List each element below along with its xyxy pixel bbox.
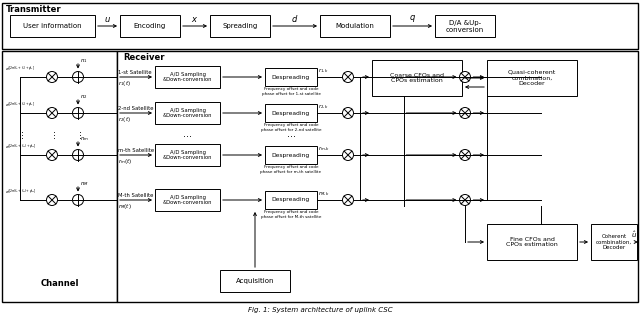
Text: Frequency offset and code
phase offset for M-th satellite: Frequency offset and code phase offset f… [261,210,321,219]
Text: Despreading: Despreading [272,110,310,116]
Text: User information: User information [23,23,82,29]
Text: A/D Sampling
&Down-conversion: A/D Sampling &Down-conversion [163,108,212,118]
Text: $r_m(t)$: $r_m(t)$ [118,157,132,166]
Bar [320,15,390,37]
Text: A/D Sampling
&Down-conversion: A/D Sampling &Down-conversion [163,72,212,82]
Text: $x$: $x$ [191,15,198,24]
Text: Transmitter: Transmitter [6,5,61,14]
Text: $r_1(t)$: $r_1(t)$ [118,79,131,88]
Text: Fig. 1: System architecture of uplink CSC: Fig. 1: System architecture of uplink CS… [248,307,392,313]
Circle shape [72,108,83,118]
Text: $q$: $q$ [409,13,416,24]
Bar [487,60,577,96]
Text: $e^{j[2\pi(f_0+f_1)+\phi_1]}$: $e^{j[2\pi(f_0+f_1)+\phi_1]}$ [5,65,35,74]
Text: Frequency offset and code
phase offset for 2-nd satellite: Frequency offset and code phase offset f… [260,123,321,132]
Bar [265,104,317,122]
Text: D/A &Up-
conversion: D/A &Up- conversion [446,20,484,33]
Circle shape [342,71,353,83]
Text: ...: ... [183,129,192,139]
Text: Frequency offset and code
phase offset for m-th satellite: Frequency offset and code phase offset f… [260,165,321,173]
Text: m-th Satellite: m-th Satellite [118,148,154,153]
Bar [210,15,270,37]
Text: $r_2(t)$: $r_2(t)$ [118,115,131,124]
Text: $r_{2,k}$: $r_{2,k}$ [318,103,329,111]
Text: Despreading: Despreading [272,153,310,157]
Text: Frequency offset and code
phase offset for 1-st satellite: Frequency offset and code phase offset f… [262,87,321,96]
Text: 1-st Satellite: 1-st Satellite [118,70,152,75]
Text: $u$: $u$ [104,15,111,24]
Text: $r_{1,k}$: $r_{1,k}$ [318,67,329,75]
Circle shape [342,195,353,205]
Bar [265,191,317,209]
Circle shape [72,149,83,161]
Bar [155,144,220,166]
Text: $n_M$: $n_M$ [80,180,89,188]
Bar [117,51,638,302]
Bar [10,15,95,37]
Text: $d$: $d$ [291,13,299,24]
Text: $n_m$: $n_m$ [80,135,89,143]
Text: Spreading: Spreading [222,23,258,29]
Text: A/D Sampling
&Down-conversion: A/D Sampling &Down-conversion [163,149,212,160]
Bar [435,15,495,37]
Bar [487,224,577,260]
Circle shape [460,71,470,83]
Bar [372,60,462,96]
Text: Coarse CFOs and
CPOs estimation: Coarse CFOs and CPOs estimation [390,73,444,84]
Text: $e^{j[2\pi(f_0+f_2)+\phi_2]}$: $e^{j[2\pi(f_0+f_2)+\phi_2]}$ [5,101,35,110]
Circle shape [47,149,58,161]
Text: ...: ... [73,130,83,139]
Text: Receiver: Receiver [123,53,164,62]
Text: $r_{M,k}$: $r_{M,k}$ [318,190,330,198]
Circle shape [47,108,58,118]
Circle shape [47,71,58,83]
Bar [2,51,117,302]
Text: ...: ... [287,129,296,139]
Text: Acquisition: Acquisition [236,278,275,284]
Text: Despreading: Despreading [272,197,310,203]
Bar [155,189,220,211]
Text: Despreading: Despreading [272,75,310,79]
Circle shape [342,108,353,118]
Text: Quasi-coherent
combination,
Decoder: Quasi-coherent combination, Decoder [508,70,556,86]
Bar [155,102,220,124]
Circle shape [460,195,470,205]
Bar [155,66,220,88]
Text: Fine CFOs and
CPOs estimation: Fine CFOs and CPOs estimation [506,236,558,247]
Text: $e^{j[2\pi(f_0+f_m)+\phi_m]}$: $e^{j[2\pi(f_0+f_m)+\phi_m]}$ [5,143,36,152]
Text: $\hat{u}$: $\hat{u}$ [630,230,637,240]
Text: ...: ... [15,130,25,139]
Text: ...: ... [47,130,57,139]
Circle shape [460,108,470,118]
Text: $n_2$: $n_2$ [80,93,88,101]
Circle shape [342,149,353,161]
Bar [120,15,180,37]
Circle shape [72,71,83,83]
Bar [265,146,317,164]
Circle shape [460,149,470,161]
Circle shape [72,195,83,205]
Text: $n_1$: $n_1$ [80,57,88,65]
Text: $r_M(t)$: $r_M(t)$ [118,202,132,211]
Text: A/D Sampling
&Down-conversion: A/D Sampling &Down-conversion [163,195,212,205]
Text: Channel: Channel [40,279,79,288]
Bar [265,68,317,86]
Bar [591,224,637,260]
Text: Modulation: Modulation [335,23,374,29]
Bar [220,270,290,292]
Text: M-th Satellite: M-th Satellite [118,193,154,198]
Bar [2,3,638,49]
Text: $e^{j[2\pi(f_0+f_M)+\phi_M]}$: $e^{j[2\pi(f_0+f_M)+\phi_M]}$ [5,188,36,197]
Circle shape [47,195,58,205]
Text: 2-nd Satellite: 2-nd Satellite [118,106,154,111]
Text: $r_{m,k}$: $r_{m,k}$ [318,145,330,153]
Text: Coherent
combination,
Decoder: Coherent combination, Decoder [596,234,632,250]
Text: Encoding: Encoding [134,23,166,29]
